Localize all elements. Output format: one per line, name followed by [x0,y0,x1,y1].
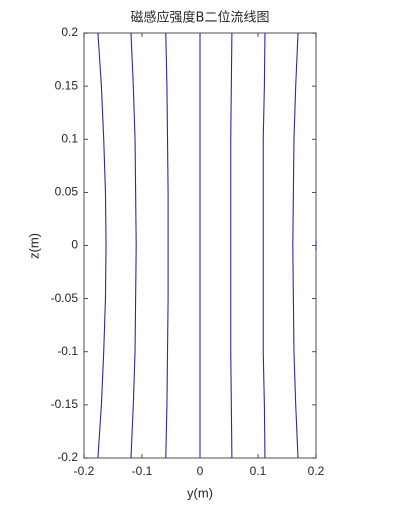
x-axis-label: y(m) [187,485,213,500]
y-tick-label: 0 [71,238,78,252]
chart-title: 磁感应强度B二位流线图 [131,10,270,26]
streamline [165,32,169,459]
streamline [97,32,107,459]
y-tick-label: 0.1 [61,131,78,145]
streamline [130,32,137,459]
streamline [262,32,266,459]
y-tick-label: -0.1 [57,344,78,358]
x-tick-label: 0.2 [308,464,325,478]
y-tick-label: -0.2 [57,450,78,464]
y-tick-label: 0.05 [55,185,79,199]
streamline [292,32,299,459]
y-axis-label: z(m) [26,233,41,259]
x-tick-label: -0.2 [74,464,95,478]
streamline [230,32,233,459]
y-tick-label: 0.15 [55,78,79,92]
y-tick-label: -0.15 [51,397,79,411]
x-tick-label: 0 [197,464,204,478]
y-tick-label: -0.05 [51,291,79,305]
x-tick-label: 0.1 [250,464,267,478]
y-tick-label: 0.2 [61,25,78,39]
x-tick-label: -0.1 [132,464,153,478]
